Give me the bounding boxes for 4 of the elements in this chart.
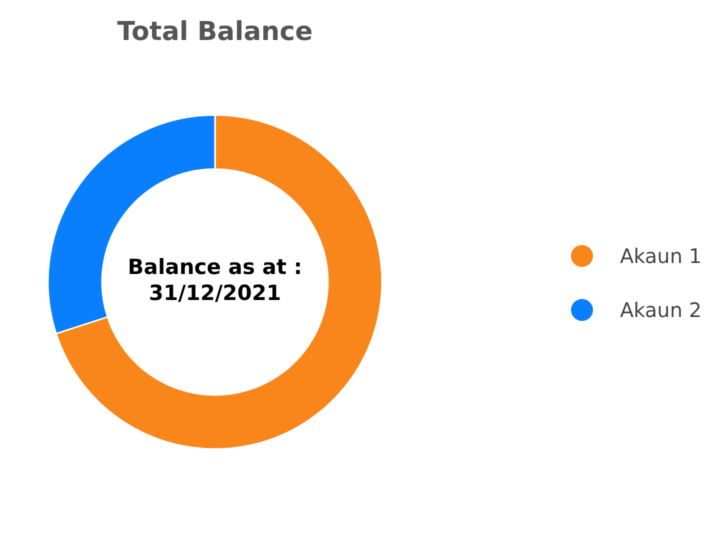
text: Balance as at : 31/12/2021 xyxy=(128,255,302,305)
legend-label: Akaun 1 xyxy=(620,244,702,268)
chart-title: Total Balance xyxy=(117,17,313,47)
legend-label: Akaun 2 xyxy=(620,298,702,322)
